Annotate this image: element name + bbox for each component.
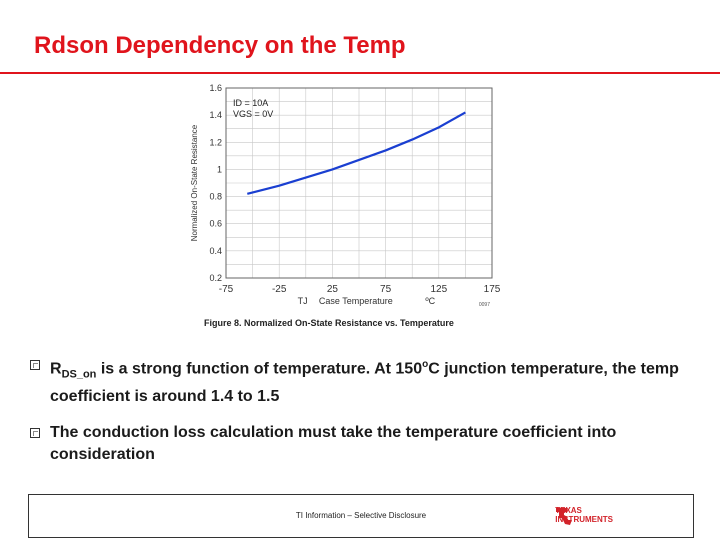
bullet-rdson-text1: is a strong function of temperature. At … xyxy=(96,360,423,378)
bullet-rdson-subscript: DS_on xyxy=(61,368,97,381)
bullet-conduction-loss-text: The conduction loss calculation must tak… xyxy=(50,423,617,463)
y-tick-label: 1 xyxy=(217,164,222,174)
ti-wordmark-line2: INSTRUMENTS xyxy=(555,515,613,524)
x-tick-label: -25 xyxy=(272,284,287,295)
bullet-rdson-main: R xyxy=(50,360,62,378)
ti-wordmark-line1: TEXAS xyxy=(555,506,582,515)
footer-box: TI Information – Selective Disclosure TE… xyxy=(28,494,694,538)
x-tick-label: 75 xyxy=(380,284,392,295)
series-line xyxy=(247,111,466,195)
figure-caption: Figure 8. Normalized On-State Resistance… xyxy=(204,318,454,328)
chart-series xyxy=(247,111,466,195)
annotation-gate-voltage: VGS = 0V xyxy=(233,109,273,119)
bullet-rdson: RDS_on is a strong function of temperatu… xyxy=(30,354,700,408)
x-tick-label: -75 xyxy=(219,284,234,295)
x-tick-label: 25 xyxy=(327,284,339,295)
slide-title: Rdson Dependency on the Temp xyxy=(34,32,406,59)
ti-wordmark: TEXAS INSTRUMENTS xyxy=(555,506,613,524)
chart-svg: 0.2 0.4 0.6 0.8 1 1.2 1.4 1.6 -75 -25 25 75 125 175 N… xyxy=(190,83,501,328)
y-tick-label: 0.8 xyxy=(209,192,222,202)
texas-instruments-logo-icon xyxy=(556,508,572,525)
plot-frame xyxy=(225,87,493,279)
title-underline xyxy=(0,72,720,74)
bullet-conduction-loss: The conduction loss calculation must tak… xyxy=(30,422,700,466)
y-tick-label: 1.2 xyxy=(209,137,222,147)
y-axis-label: Normalized On-State Resistance xyxy=(190,124,199,241)
figure-code: 0097 xyxy=(479,302,490,308)
x-axis-unit: ºC xyxy=(425,296,435,306)
x-axis-label: Case Temperature xyxy=(319,296,393,306)
chart-axes xyxy=(225,87,493,279)
x-tick-label: 125 xyxy=(430,284,447,295)
checkbox-bullet-icon xyxy=(30,427,40,438)
y-tick-label: 0.6 xyxy=(209,219,222,229)
y-tick-label: 0.2 xyxy=(209,273,222,283)
annotation-current: ID = 10A xyxy=(233,98,268,108)
y-tick-label: 1.6 xyxy=(209,83,222,93)
footer-disclosure: TI Information – Selective Disclosure xyxy=(295,511,427,520)
checkbox-bullet-icon xyxy=(30,360,40,370)
chart-figure: 0.2 0.4 0.6 0.8 1 1.2 1.4 1.6 -75 -25 25 75 125 175 N… xyxy=(186,80,530,334)
y-tick-label: 0.4 xyxy=(209,246,222,256)
bullet-rdson-degree: o xyxy=(422,359,429,370)
x-axis-label-symbol: TJ xyxy=(298,296,308,306)
x-tick-label: 175 xyxy=(484,284,501,295)
chart-ticks: 0.2 0.4 0.6 0.8 1 1.2 1.4 1.6 -75 -25 25 75 125 175 xyxy=(209,83,500,295)
y-tick-label: 1.4 xyxy=(209,110,222,120)
bullet-rdson-text2: C junction temperature, the temp coeffic… xyxy=(50,360,679,405)
bullet-list: RDS_on is a strong function of temperatu… xyxy=(30,354,700,480)
